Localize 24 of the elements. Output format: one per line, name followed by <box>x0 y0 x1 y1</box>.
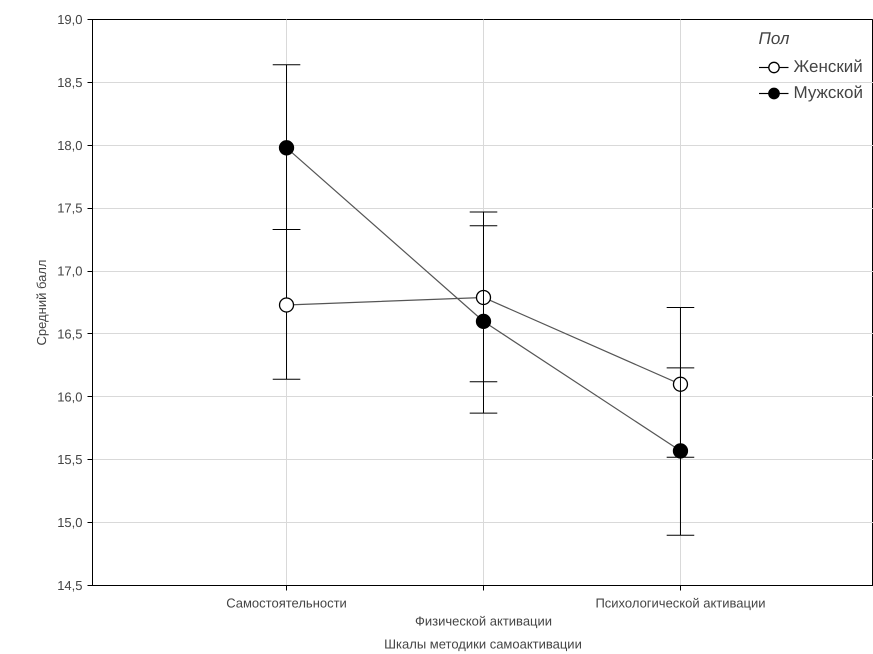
legend-title: Пол <box>758 29 790 49</box>
x-tick-label: Физической активации <box>414 614 552 628</box>
y-tick-label: 15,5 <box>57 452 83 468</box>
y-tick-label: 17,5 <box>57 200 83 216</box>
y-tick-label: 18,0 <box>57 138 83 153</box>
x-tick-label: Самостоятельности <box>226 596 347 610</box>
legend-label: Женский <box>794 57 863 77</box>
y-tick-label: 19,0 <box>57 12 83 27</box>
point <box>476 290 492 306</box>
point <box>278 140 294 156</box>
y-tick-label: 17,0 <box>57 264 83 279</box>
y-tick-label: 14,5 <box>57 578 83 593</box>
point <box>672 376 688 392</box>
x-axis-title: Шкалы методики самоактивации <box>384 636 582 652</box>
y-tick-label: 15,0 <box>57 515 83 530</box>
point <box>278 297 294 313</box>
y-tick-label: 18,5 <box>57 74 83 90</box>
x-tick-label: Психологической активации <box>595 596 766 610</box>
y-axis-title: Средний балл <box>34 259 50 346</box>
point <box>476 314 492 330</box>
y-tick-label: 16,5 <box>57 326 83 342</box>
point <box>672 443 688 459</box>
legend-label: Мужской <box>794 83 863 103</box>
y-tick-label: 16,0 <box>57 389 83 404</box>
